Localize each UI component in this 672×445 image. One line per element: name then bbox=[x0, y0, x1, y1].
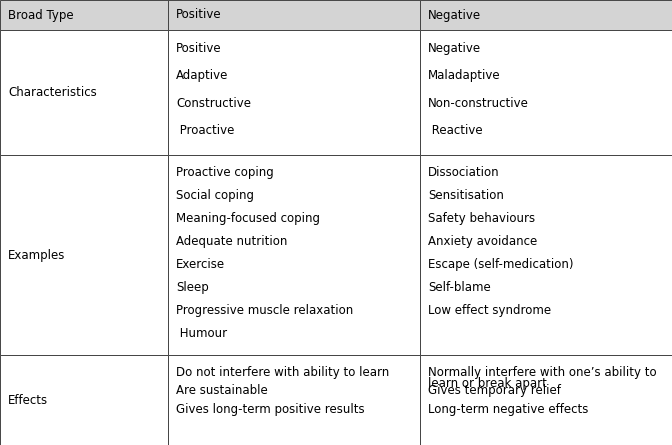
Text: Exercise: Exercise bbox=[176, 259, 225, 271]
Text: Negative: Negative bbox=[428, 42, 481, 55]
Text: Non-constructive: Non-constructive bbox=[428, 97, 529, 109]
Text: Adequate nutrition: Adequate nutrition bbox=[176, 235, 288, 248]
Text: Do not interfere with ability to learn: Do not interfere with ability to learn bbox=[176, 366, 389, 379]
Text: Positive: Positive bbox=[176, 42, 222, 55]
Text: Progressive muscle relaxation: Progressive muscle relaxation bbox=[176, 304, 353, 317]
Text: Negative: Negative bbox=[428, 8, 481, 21]
Bar bbox=[420, 155, 672, 355]
Bar bbox=[420, 0, 672, 30]
Bar bbox=[168, 355, 420, 445]
Bar bbox=[168, 30, 420, 155]
Bar bbox=[0, 355, 168, 445]
Text: Effects: Effects bbox=[8, 393, 48, 406]
Text: Constructive: Constructive bbox=[176, 97, 251, 109]
Text: Sensitisation: Sensitisation bbox=[428, 190, 504, 202]
Bar bbox=[0, 30, 168, 155]
Text: Characteristics: Characteristics bbox=[8, 86, 97, 99]
Text: Long-term negative effects: Long-term negative effects bbox=[428, 403, 589, 416]
Bar bbox=[168, 155, 420, 355]
Text: Examples: Examples bbox=[8, 248, 65, 262]
Bar bbox=[420, 30, 672, 155]
Text: Broad Type: Broad Type bbox=[8, 8, 74, 21]
Text: Self-blame: Self-blame bbox=[428, 281, 491, 295]
Text: Dissociation: Dissociation bbox=[428, 166, 499, 179]
Text: Low effect syndrome: Low effect syndrome bbox=[428, 304, 551, 317]
Text: Adaptive: Adaptive bbox=[176, 69, 228, 82]
Bar bbox=[420, 355, 672, 445]
Text: Proactive: Proactive bbox=[176, 124, 235, 137]
Text: Normally interfere with one’s ability to: Normally interfere with one’s ability to bbox=[428, 366, 657, 379]
Text: Social coping: Social coping bbox=[176, 190, 254, 202]
Text: Sleep: Sleep bbox=[176, 281, 209, 295]
Text: Safety behaviours: Safety behaviours bbox=[428, 212, 535, 226]
Text: Proactive coping: Proactive coping bbox=[176, 166, 274, 179]
Text: learn or break apart: learn or break apart bbox=[428, 377, 547, 390]
Text: Gives long-term positive results: Gives long-term positive results bbox=[176, 403, 365, 416]
Bar bbox=[0, 0, 168, 30]
Text: Escape (self-medication): Escape (self-medication) bbox=[428, 259, 573, 271]
Text: Humour: Humour bbox=[176, 328, 227, 340]
Text: Maladaptive: Maladaptive bbox=[428, 69, 501, 82]
Text: Meaning-focused coping: Meaning-focused coping bbox=[176, 212, 320, 226]
Text: Are sustainable: Are sustainable bbox=[176, 384, 267, 397]
Text: Reactive: Reactive bbox=[428, 124, 482, 137]
Bar bbox=[168, 0, 420, 30]
Text: Gives temporary relief: Gives temporary relief bbox=[428, 384, 561, 397]
Bar bbox=[0, 155, 168, 355]
Text: Anxiety avoidance: Anxiety avoidance bbox=[428, 235, 537, 248]
Text: Positive: Positive bbox=[176, 8, 222, 21]
